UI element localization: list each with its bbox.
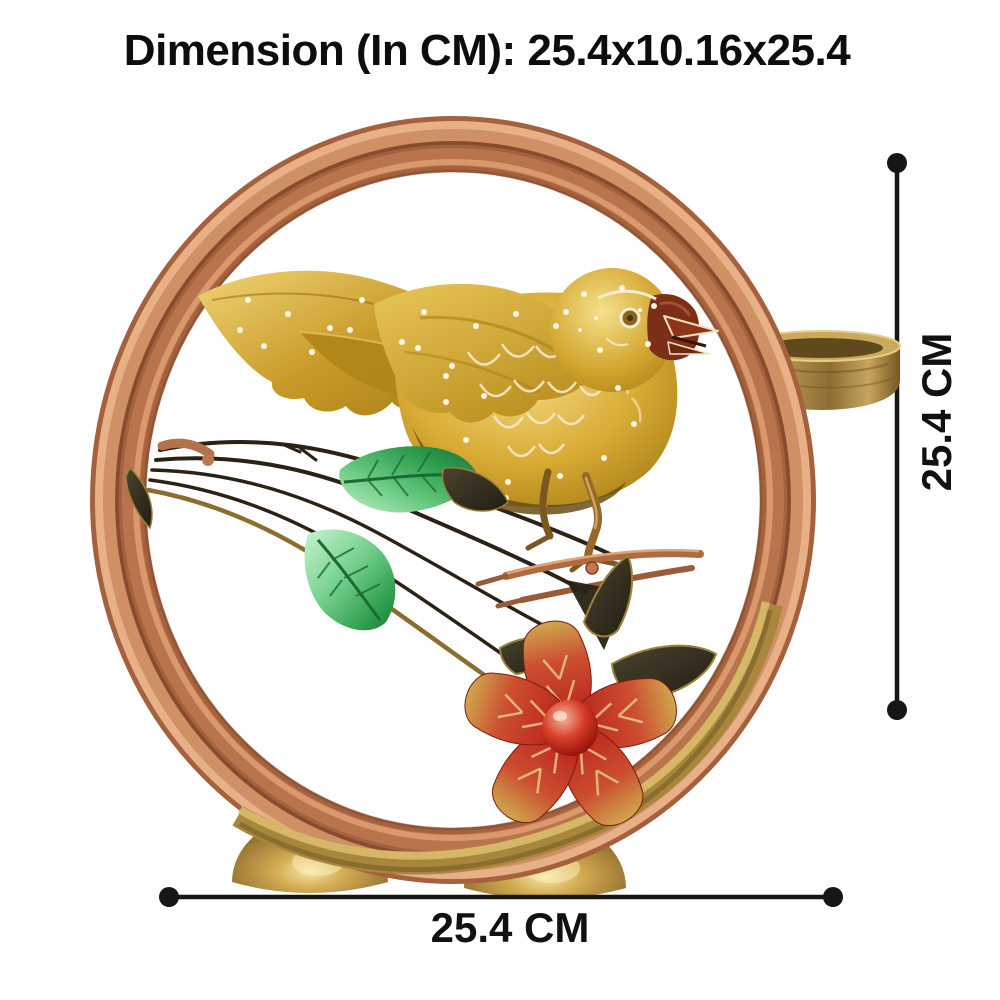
dark-leaves — [125, 466, 509, 530]
bird — [198, 268, 719, 575]
height-dimension-line — [887, 153, 907, 720]
flower-dark-leaves — [498, 554, 718, 700]
width-endpoint-left — [159, 887, 179, 907]
bird-beak — [663, 315, 719, 355]
width-dimension-label: 25.4 CM — [430, 904, 590, 951]
base-arc — [232, 601, 783, 875]
height-dimension-label: 25.4 CM — [913, 332, 960, 492]
bird-paint-dots — [237, 285, 657, 509]
width-dimension-line — [159, 887, 843, 907]
flower — [464, 620, 677, 827]
flower-center — [542, 700, 598, 756]
height-endpoint-top — [887, 153, 907, 173]
page-title: Dimension (In CM): 25.4x10.16x25.4 — [123, 26, 851, 75]
green-leaf-lower — [304, 529, 396, 631]
width-endpoint-right — [823, 887, 843, 907]
height-endpoint-bottom — [887, 700, 907, 720]
bird-eye — [597, 289, 657, 347]
